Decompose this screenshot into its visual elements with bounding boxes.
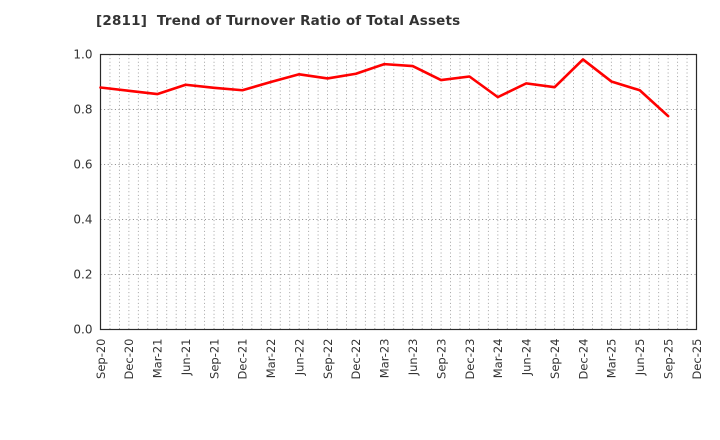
x-tick-label: Dec-25: [690, 339, 704, 380]
x-tick-label: Jun-25: [633, 339, 647, 377]
x-tick-label: Dec-21: [236, 339, 250, 380]
x-tick-label: Mar-25: [605, 339, 619, 379]
x-tick-label: Mar-23: [378, 339, 392, 379]
x-tick-label: Jun-21: [179, 339, 193, 377]
x-tick-label: Dec-24: [576, 339, 590, 380]
x-tick-label: Jun-23: [406, 339, 420, 377]
x-tick-label: Sep-22: [321, 339, 335, 379]
x-tick-label: Dec-22: [349, 339, 363, 380]
x-tick-label: Dec-23: [463, 339, 477, 380]
y-tick-label: 0.8: [73, 103, 92, 117]
y-tick-label: 0.2: [73, 268, 92, 282]
x-tick-label: Jun-22: [292, 339, 306, 377]
x-tick-label: Mar-24: [491, 338, 505, 378]
y-tick-label: 1.0: [73, 48, 92, 62]
x-tick-label: Jun-24: [520, 339, 534, 377]
x-tick-label: Mar-22: [264, 339, 278, 379]
plot-frame: [99, 53, 698, 331]
x-tick-label: Sep-23: [434, 339, 448, 379]
turnover-ratio-line: [99, 58, 670, 118]
chart-title: [2811] Trend of Turnover Ratio of Total …: [96, 13, 461, 29]
y-tick-label: 0.6: [73, 158, 92, 172]
x-tick-label: Mar-21: [151, 339, 165, 379]
x-tick-label: Sep-25: [661, 339, 675, 379]
y-tick-label: 0.0: [73, 323, 92, 337]
y-tick-label: 0.4: [73, 213, 92, 227]
x-tick-label: Sep-24: [548, 339, 562, 379]
x-tick-label: Sep-21: [207, 339, 221, 379]
x-tick-label: Dec-20: [122, 339, 136, 380]
x-tick-label: Sep-20: [94, 339, 108, 379]
